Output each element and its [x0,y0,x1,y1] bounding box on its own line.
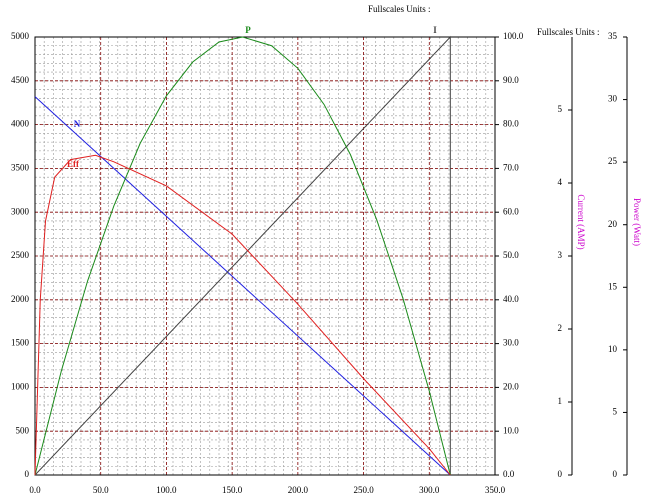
annotation: Fullscales Units : [537,27,600,37]
x-tick-label: 250.0 [353,485,374,495]
y-tick-label: 3000 [11,206,30,216]
y-tick-label: 5000 [11,31,30,41]
current-axis-label: Current (AMP) [576,194,586,249]
x-tick-label: 0.0 [29,485,41,495]
y2-tick-label: 0.0 [503,469,515,479]
y-tick-label: 3500 [11,162,30,172]
y-tick-label: 1000 [11,381,30,391]
series-label: P [245,25,251,35]
plot-frame [34,36,496,476]
series-label: N [74,119,81,129]
tick-label: 5 [558,104,563,114]
tick-label: 0 [613,469,618,479]
y-tick-label: 500 [16,425,30,435]
y2-tick-label: 50.0 [503,250,519,260]
y-tick-label: 4500 [11,75,30,85]
tick-label: 2 [558,323,563,333]
power-axis-label: Power (Watt) [632,198,642,246]
x-tick-label: 100.0 [156,485,177,495]
y2-tick-label: 60.0 [503,206,519,216]
tick-label: 35 [608,31,618,41]
y-tick-label: 0 [25,469,30,479]
y2-tick-label: 90.0 [503,75,519,85]
tick-label: 3 [558,250,563,260]
y2-tick-label: 100.0 [503,31,524,41]
y-tick-label: 2500 [11,250,30,260]
tick-label: 4 [558,177,563,187]
series-label: Eff [67,159,80,169]
y2-tick-label: 70.0 [503,162,519,172]
x-tick-label: 150.0 [222,485,243,495]
x-tick-label: 300.0 [419,485,440,495]
annotation: Fullscales Units : [368,4,431,14]
y2-tick-label: 20.0 [503,381,519,391]
series-line [34,154,451,476]
tick-label: 10 [608,344,618,354]
y2-tick-label: 30.0 [503,338,519,348]
x-tick-label: 200.0 [288,485,309,495]
series-line [34,96,451,476]
tick-label: 30 [608,94,618,104]
tick-label: 0 [558,469,563,479]
y-tick-label: 2000 [11,294,30,304]
y2-tick-label: 40.0 [503,294,519,304]
y-tick-label: 4000 [11,119,30,129]
tick-label: 20 [608,219,618,229]
tick-label: 25 [608,156,618,166]
series-label: I [433,25,437,35]
x-tick-label: 50.0 [93,485,109,495]
y-tick-label: 1500 [11,338,30,348]
tick-label: 15 [608,281,618,291]
y2-tick-label: 80.0 [503,119,519,129]
tick-label: 1 [558,396,563,406]
tick-label: 5 [613,406,618,416]
series-line [34,36,451,476]
series-line [34,35,451,476]
x-tick-label: 350.0 [485,485,506,495]
y2-tick-label: 10.0 [503,425,519,435]
